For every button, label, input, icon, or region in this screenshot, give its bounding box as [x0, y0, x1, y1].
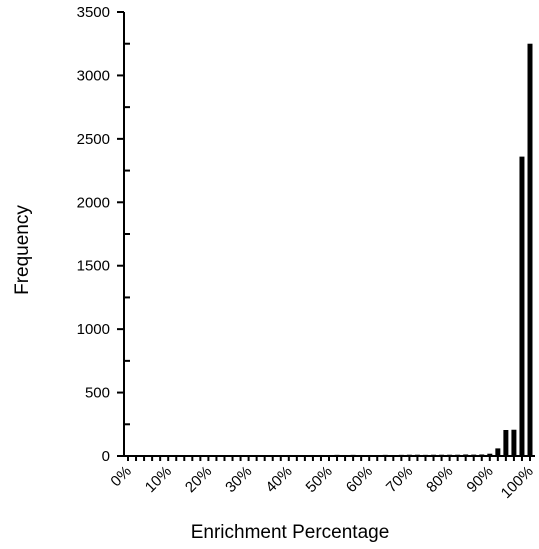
histogram-bar [479, 454, 485, 456]
histogram-bar [278, 455, 284, 456]
histogram-bar [342, 454, 348, 456]
histogram-bar [238, 455, 244, 456]
histogram-bar [358, 454, 364, 456]
x-tick-label: 40% [262, 463, 295, 496]
histogram-bar [390, 454, 396, 456]
y-tick-label: 3000 [77, 67, 110, 84]
histogram-bar [197, 455, 203, 456]
histogram-bar [181, 455, 187, 456]
x-tick-label: 0% [107, 463, 134, 490]
y-tick-label: 2000 [77, 194, 110, 211]
y-tick-label: 1000 [77, 321, 110, 338]
y-tick-label: 2500 [77, 131, 110, 148]
histogram-bar [310, 454, 316, 456]
histogram-bar [189, 455, 195, 456]
histogram-bar [398, 454, 404, 456]
histogram-bar [213, 455, 219, 456]
histogram-bar [527, 43, 533, 456]
histogram-bar [326, 455, 332, 456]
histogram-bar [173, 454, 179, 456]
histogram-bar [439, 454, 445, 456]
x-tick-label: 90% [463, 463, 496, 496]
x-tick-label: 20% [182, 463, 215, 496]
y-tick-label: 1500 [77, 258, 110, 275]
histogram-bar [334, 454, 340, 456]
histogram-bar [366, 454, 372, 456]
histogram-bar [463, 454, 469, 456]
histogram-bar [294, 454, 300, 456]
histogram-bar [471, 454, 477, 456]
histogram-bar [318, 454, 324, 456]
y-axis-title: Frequency [12, 205, 33, 295]
y-tick-label: 0 [102, 448, 110, 465]
histogram-bar [302, 455, 308, 456]
x-axis-title: Enrichment Percentage [191, 522, 390, 543]
histogram-bar [230, 455, 236, 456]
x-tick-label: 100% [498, 463, 537, 502]
histogram-bar [495, 448, 501, 456]
histogram-bar [519, 156, 525, 457]
histogram-bar [270, 455, 276, 456]
histogram-bar [157, 455, 163, 456]
x-tick-label: 10% [142, 463, 175, 496]
histogram-bar [374, 454, 380, 456]
histogram-bar [246, 455, 252, 456]
histogram-bar [262, 455, 268, 456]
x-axis-ticks: 0% 10% 20% 30% 40% 50% 60% 70% 80% 90% 100% [107, 456, 537, 502]
x-tick-label: 70% [383, 463, 416, 496]
histogram-bar [350, 454, 356, 456]
histogram-bar [447, 454, 453, 456]
histogram-bar [455, 454, 461, 456]
axes [123, 12, 535, 457]
y-tick-label: 3500 [77, 4, 110, 21]
x-tick-label: 30% [222, 463, 255, 496]
histogram-bar [254, 454, 260, 456]
x-tick-label: 60% [343, 463, 376, 496]
histogram-bar [422, 454, 428, 456]
histogram-bar [487, 453, 493, 456]
x-tick-label: 50% [303, 463, 336, 496]
histogram-bar [221, 455, 227, 456]
histogram-bar [382, 454, 388, 456]
histogram-bar [503, 429, 509, 456]
histogram-bar [406, 454, 412, 456]
histogram-bar [414, 454, 420, 456]
bars [125, 43, 533, 457]
histogram-bar [286, 454, 292, 456]
histogram-bar [165, 455, 171, 456]
y-tick-label: 500 [85, 385, 110, 402]
y-axis-ticks: 0 500 1000 1500 2000 2500 3000 3500 [77, 4, 130, 465]
x-tick-label: 80% [423, 463, 456, 496]
histogram-bar [511, 429, 517, 456]
histogram-bar [431, 454, 437, 456]
histogram-bar [205, 455, 211, 456]
